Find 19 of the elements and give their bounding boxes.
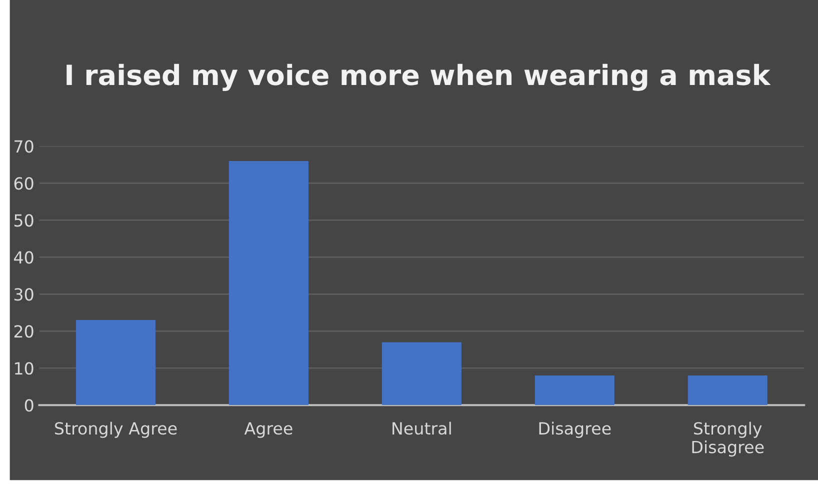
y-tick-label: 70 <box>14 140 34 153</box>
y-tick-label: 0 <box>24 399 34 412</box>
x-tick-label: Neutral <box>392 422 451 435</box>
bar <box>76 320 156 406</box>
y-tick-label: 10 <box>15 362 34 375</box>
bar <box>688 376 768 406</box>
bar <box>228 160 308 406</box>
y-tick-label: 20 <box>14 325 34 338</box>
x-tick-label: Agree <box>244 422 292 438</box>
y-tick-label: 30 <box>14 288 34 301</box>
bar <box>382 342 462 406</box>
x-tick-label: Strongly Disagree <box>692 422 764 457</box>
y-tick-label: 40 <box>14 251 34 264</box>
x-tick-label: Disagree <box>539 422 611 438</box>
chart-title: I raised my voice more when wearing a mask <box>66 64 771 91</box>
y-tick-label: 50 <box>14 214 34 227</box>
x-tick-label: Strongly Agree <box>55 422 177 438</box>
bar <box>534 376 614 406</box>
y-tick-label: 60 <box>14 177 34 190</box>
